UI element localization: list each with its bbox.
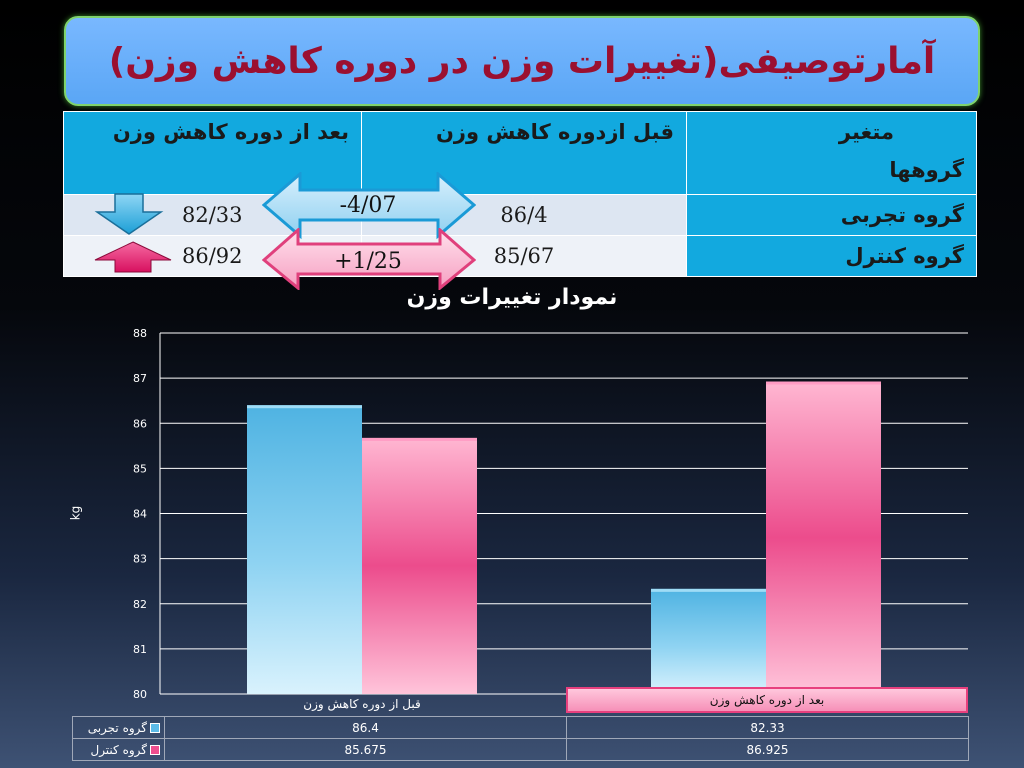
category-label-after: بعد از دوره کاهش وزن: [709, 693, 825, 707]
header-groups: گروهها: [889, 158, 964, 182]
bar-experimental-1: [651, 588, 766, 694]
chart-data-table: گروه تجربی 86.4 82.33 گروه کنترل 85.675 …: [72, 716, 969, 761]
y-tick-label: 84: [133, 508, 147, 521]
data-label: 82.33: [566, 716, 969, 739]
legend-swatch-experimental: [150, 723, 160, 733]
bar-control-0: [362, 437, 477, 694]
legend-label-control: گروه کنترل: [90, 742, 147, 757]
bar-control-1: [766, 381, 881, 694]
y-tick-label: 86: [133, 417, 147, 430]
data-row-experimental: گروه تجربی 86.4 82.33: [72, 716, 969, 739]
diff-arrow-experimental: [262, 172, 476, 240]
diff-arrow-control: [262, 228, 476, 290]
page-title: آمارتوصیفی(تغییرات وزن در دوره کاهش وزن): [108, 40, 936, 82]
y-tick-label: 80: [133, 688, 147, 701]
legend-swatch-control: [150, 745, 160, 755]
y-tick-label: 87: [133, 372, 147, 385]
bar-cap: [766, 381, 881, 385]
arrow-down-icon: [94, 193, 164, 235]
legend-label-experimental: گروه تجربی: [87, 720, 147, 735]
data-label: 86.925: [566, 738, 969, 761]
category-label-before: قبل از دوره کاهش وزن: [303, 697, 421, 711]
diff-experimental: -4/07: [339, 193, 397, 218]
category-label-after-box: بعد از دوره کاهش وزن: [566, 687, 968, 713]
y-tick-label: 81: [133, 643, 147, 656]
stats-header-row: متغیر گروهها قبل ازدوره کاهش وزن بعد از …: [63, 111, 977, 195]
y-tick-label: 88: [133, 327, 147, 340]
row-label-experimental: گروه تجربی: [686, 193, 977, 236]
y-tick-label: 85: [133, 462, 147, 475]
y-tick-label: 82: [133, 598, 147, 611]
bar-cap: [362, 437, 477, 441]
diff-control: +1/25: [334, 249, 402, 274]
title-banner: آمارتوصیفی(تغییرات وزن در دوره کاهش وزن): [64, 16, 980, 106]
legend-control: گروه کنترل: [72, 738, 165, 761]
chart-title: نمودار تغییرات وزن: [406, 285, 618, 310]
bar-experimental-0: [247, 405, 362, 694]
bar-cap: [651, 588, 766, 592]
bar-cap: [247, 405, 362, 409]
data-row-control: گروه کنترل 85.675 86.925: [72, 738, 969, 761]
data-label: 86.4: [164, 716, 567, 739]
row-label-control: گروه کنترل: [686, 234, 977, 278]
arrow-up-icon: [94, 241, 172, 273]
header-variable: متغیر: [838, 120, 894, 144]
header-after: بعد از دوره کاهش وزن: [63, 111, 362, 195]
y-tick-label: 83: [133, 553, 147, 566]
data-label: 85.675: [164, 738, 567, 761]
legend-experimental: گروه تجربی: [72, 716, 165, 739]
